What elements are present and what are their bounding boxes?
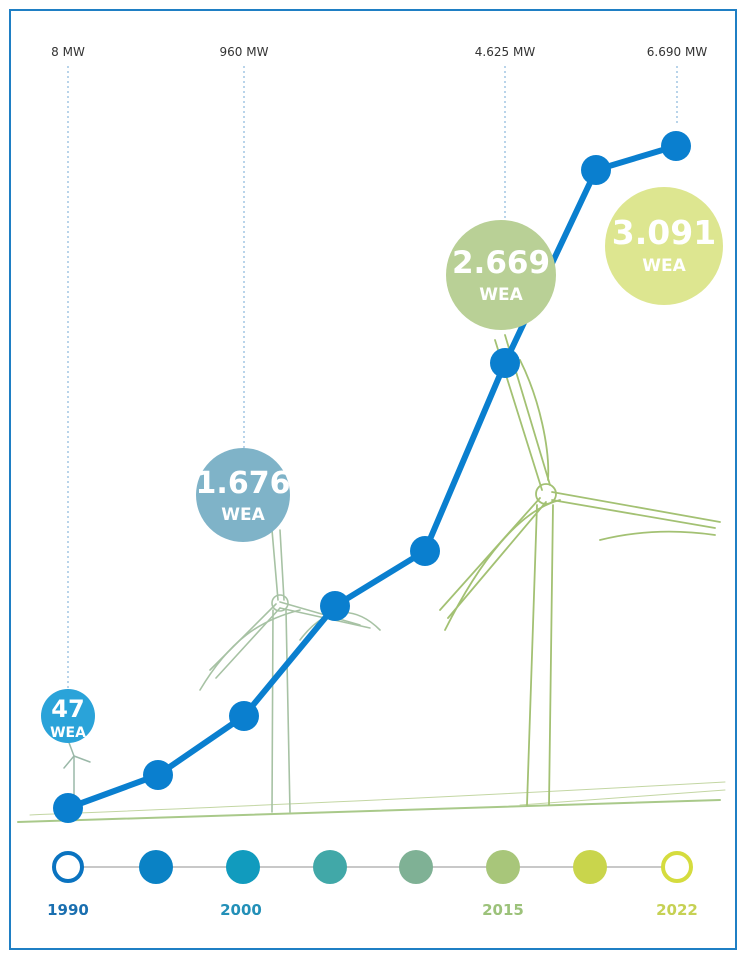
data-point bbox=[661, 131, 691, 161]
timeline-dot bbox=[313, 850, 347, 884]
timeline-dot bbox=[661, 851, 693, 883]
timeline-year-label: 2022 bbox=[656, 901, 698, 919]
timeline-dot bbox=[486, 850, 520, 884]
timeline: 1990 2000 2015 2022 bbox=[47, 850, 698, 919]
data-point bbox=[410, 536, 440, 566]
data-point bbox=[320, 591, 350, 621]
turbine-count-bubbles: 47 WEA 1.676 WEA 2.669 WEA 3.091 WEA bbox=[41, 187, 723, 743]
capacity-guides: 8 MW 960 MW 4.625 MW 6.690 MW bbox=[51, 45, 707, 715]
turbine-bubble bbox=[446, 220, 556, 330]
turbine-count-value: 47 bbox=[51, 695, 84, 723]
turbine-bubble bbox=[605, 187, 723, 305]
timeline-dot bbox=[399, 850, 433, 884]
ground-line-sketch bbox=[519, 789, 726, 806]
chart-frame bbox=[9, 9, 737, 950]
data-point bbox=[229, 701, 259, 731]
timeline-year-label: 1990 bbox=[47, 901, 89, 919]
timeline-dot bbox=[139, 850, 173, 884]
timeline-dot bbox=[573, 850, 607, 884]
data-point bbox=[53, 793, 83, 823]
timeline-year-label: 2015 bbox=[482, 901, 524, 919]
turbine-bubble bbox=[41, 689, 95, 743]
turbine-count-unit: WEA bbox=[642, 256, 686, 276]
capacity-label: 960 MW bbox=[220, 45, 269, 59]
capacity-label: 6.690 MW bbox=[647, 45, 708, 59]
timeline-year-label: 2000 bbox=[220, 901, 262, 919]
turbine-count-unit: WEA bbox=[50, 725, 86, 741]
large-turbine-icon bbox=[439, 334, 721, 806]
timeline-dot bbox=[226, 850, 260, 884]
turbine-count-unit: WEA bbox=[221, 505, 265, 525]
timeline-dot bbox=[52, 851, 84, 883]
data-point bbox=[490, 348, 520, 378]
data-point bbox=[143, 760, 173, 790]
turbine-count-value: 2.669 bbox=[452, 245, 550, 281]
series-path bbox=[66, 143, 677, 811]
ground-line-sketch bbox=[29, 781, 726, 816]
series-line bbox=[53, 131, 691, 823]
turbine-count-value: 1.676 bbox=[196, 466, 291, 501]
ground-line bbox=[17, 799, 721, 823]
capacity-label: 8 MW bbox=[51, 45, 85, 59]
capacity-label: 4.625 MW bbox=[475, 45, 536, 59]
turbine-bubble bbox=[196, 448, 290, 542]
medium-turbine-icon bbox=[199, 529, 381, 813]
turbine-count-unit: WEA bbox=[479, 285, 523, 305]
data-point bbox=[581, 155, 611, 185]
turbine-count-value: 3.091 bbox=[612, 213, 716, 252]
